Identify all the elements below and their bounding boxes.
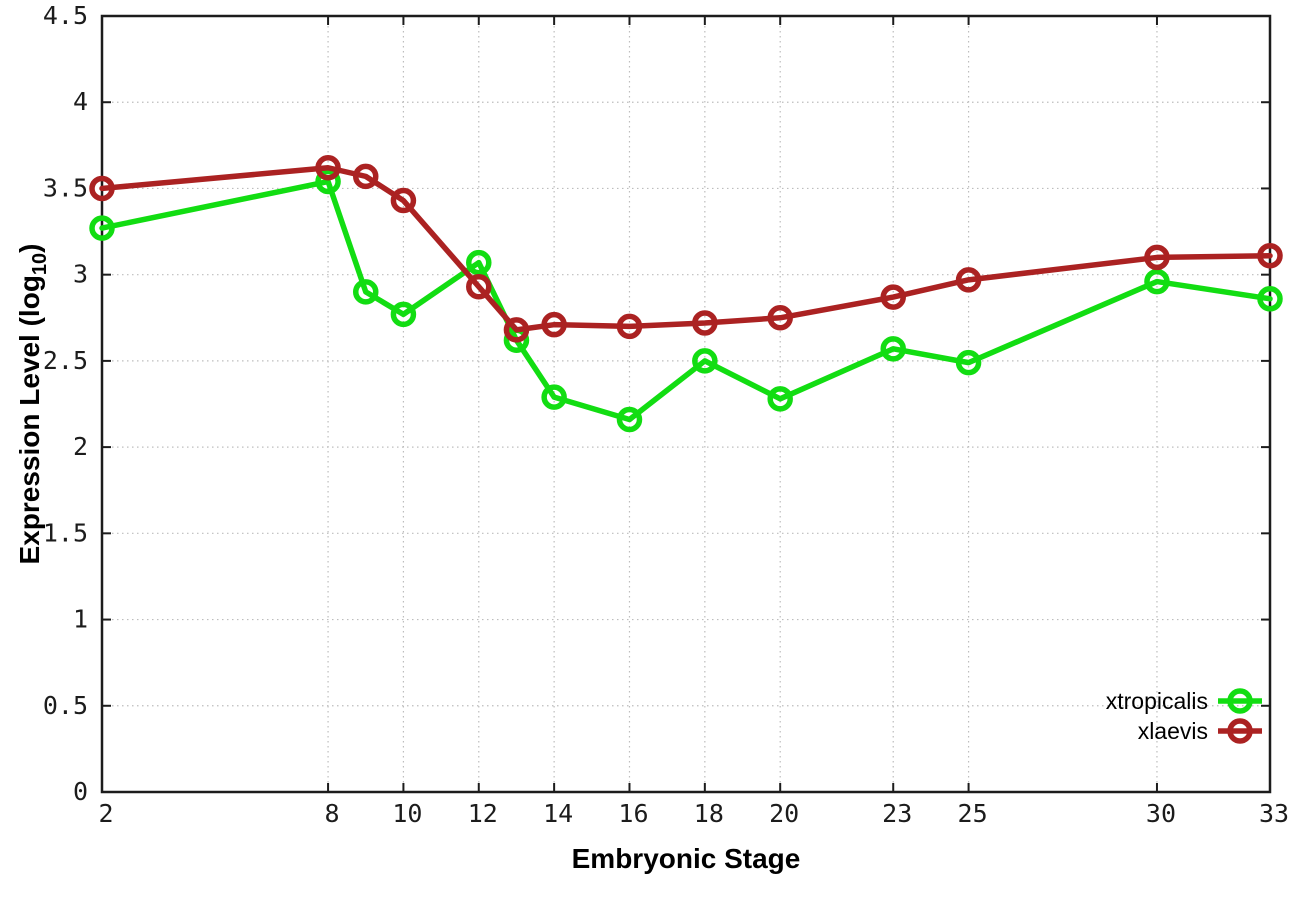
tick-marks [101, 15, 1271, 793]
y-tick-label: 3.5 [43, 173, 88, 202]
data-point-xtropicalis [880, 336, 906, 362]
gridlines [101, 15, 1271, 793]
x-tick-label: 25 [958, 799, 988, 828]
data-point-xtropicalis [767, 386, 793, 412]
x-tick-label: 30 [1146, 799, 1176, 828]
series-line-xtropicalis [99, 178, 1273, 423]
legend-label: xlaevis [1138, 718, 1208, 744]
data-point-xlaevis [541, 311, 567, 338]
x-tick-label: 23 [882, 799, 912, 828]
y-axis-title-close: ) [14, 243, 45, 253]
data-point-xtropicalis [89, 215, 115, 241]
y-tick-label: 0 [73, 777, 88, 806]
data-point-xlaevis [880, 284, 906, 310]
data-point-xlaevis [315, 155, 341, 181]
y-tick-label: 2.5 [43, 346, 88, 375]
x-tick-label: 2 [98, 799, 113, 828]
data-point-xtropicalis [541, 384, 567, 410]
plot-border [100, 14, 1272, 794]
x-tick-label: 10 [392, 799, 422, 828]
y-axis-title: Expression Level (log10) [14, 215, 51, 593]
y-axis-title-main: Expression Level (log [14, 275, 45, 565]
legend-entry-xlaevis: xlaevis [1138, 718, 1262, 744]
y-tick-label: 4 [73, 87, 88, 116]
legend: xtropicalis xlaevis [1106, 688, 1262, 744]
x-tick-label: 16 [618, 799, 648, 828]
data-point-xlaevis [1257, 242, 1283, 269]
data-point-xtropicalis [352, 279, 379, 305]
data-point-xtropicalis [466, 249, 492, 276]
data-point-xlaevis [89, 175, 115, 202]
x-tick-labels: 2 8 10 12 14 16 18 20 23 25 30 33 [98, 799, 1289, 828]
data-point-xtropicalis [1257, 286, 1283, 312]
data-point-xtropicalis [1144, 268, 1170, 295]
legend-marker [1227, 718, 1253, 744]
x-tick-label: 20 [769, 799, 799, 828]
data-point-xlaevis [390, 187, 417, 214]
legend-label: xtropicalis [1106, 688, 1208, 714]
x-tick-label: 33 [1259, 799, 1289, 828]
data-point-xlaevis [616, 313, 643, 340]
y-tick-labels: 0 0.5 1 1.5 2 2.5 3 3.5 4 4.5 [43, 1, 88, 806]
y-tick-label: 1.5 [43, 518, 88, 547]
x-tick-label: 12 [468, 799, 498, 828]
data-point-xtropicalis [692, 348, 718, 374]
data-point-xtropicalis [616, 406, 643, 433]
y-axis-title-subscript: 10 [29, 252, 51, 276]
data-point-xlaevis [767, 305, 793, 331]
data-point-xlaevis [692, 310, 718, 336]
series-xtropicalis [89, 168, 1283, 433]
legend-entry-xtropicalis: xtropicalis [1106, 688, 1262, 714]
y-tick-label: 3 [73, 260, 88, 289]
legend-marker [1227, 688, 1253, 714]
x-tick-label: 8 [325, 799, 340, 828]
data-point-xlaevis [503, 317, 530, 343]
data-point-xlaevis [1144, 244, 1170, 271]
series-xlaevis [89, 155, 1283, 343]
data-point-xlaevis [955, 267, 982, 293]
data-point-xtropicalis [315, 168, 341, 195]
y-tick-label: 1 [73, 605, 88, 634]
x-axis-title: Embryonic Stage [571, 843, 801, 874]
x-tick-label: 14 [543, 799, 573, 828]
data-point-xtropicalis [390, 301, 417, 328]
y-tick-label: 2 [73, 432, 88, 461]
data-point-xlaevis [352, 163, 379, 190]
x-tick-label: 18 [694, 799, 724, 828]
y-tick-label: 0.5 [43, 691, 88, 720]
data-point-xlaevis [466, 273, 492, 300]
data-point-xtropicalis [955, 349, 982, 376]
y-tick-label: 4.5 [43, 1, 88, 30]
